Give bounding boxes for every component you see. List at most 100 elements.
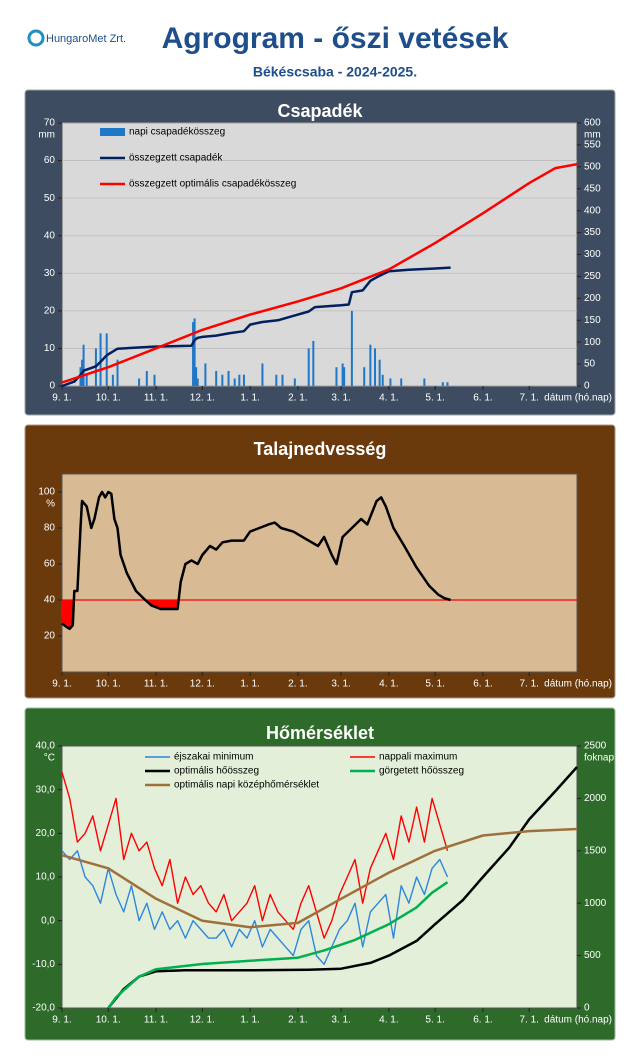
bar [423, 378, 426, 386]
line-series [61, 266, 451, 388]
x-tick-label: 1. 1. [240, 679, 259, 690]
bar [307, 348, 310, 386]
bar [378, 359, 381, 386]
y2-unit: foknap [584, 753, 614, 764]
y2-tick-label: 2000 [584, 793, 607, 804]
x-tick-label: 11. 1. [144, 679, 168, 690]
plot-area [61, 473, 578, 673]
logo-icon [27, 29, 45, 47]
y2-tick-label: 2500 [584, 741, 607, 752]
x-tick-label: 6. 1. [473, 1015, 492, 1026]
y-unit: mm [38, 130, 55, 141]
y-tick-label: 20 [44, 631, 56, 642]
x-axis-label: dátum (hó.nap) [544, 679, 612, 690]
x-tick-label: 10. 1. [96, 393, 121, 404]
x-tick-label: 7. 1. [519, 679, 538, 690]
x-tick-label: 2. 1. [288, 393, 307, 404]
panel-title: Talajnedvesség [254, 439, 387, 459]
bar [275, 374, 278, 386]
bar [233, 378, 236, 386]
legend-swatch [100, 128, 125, 136]
bar [389, 378, 392, 386]
y-tick-label: 50 [44, 193, 56, 204]
y-tick-label: 40 [44, 230, 56, 241]
y-tick-label: 60 [44, 559, 56, 570]
y-tick-label: 40 [44, 595, 56, 606]
y2-tick-label: 400 [584, 205, 601, 216]
bar [116, 359, 119, 386]
page-subtitle: Békéscsaba - 2024-2025. [253, 64, 417, 80]
bar [341, 363, 344, 386]
y-tick-label: 20 [44, 305, 56, 316]
x-tick-label: 6. 1. [473, 393, 492, 404]
y-unit: % [46, 499, 55, 510]
legend-label: nappali maximum [379, 752, 457, 763]
bar [196, 378, 199, 386]
x-tick-label: 2. 1. [288, 1015, 307, 1026]
legend-label: összegzett optimális csapadékösszeg [129, 179, 296, 190]
x-tick-label: 12. 1. [190, 393, 215, 404]
logo-text: HungaroMet Zrt. [46, 33, 126, 45]
x-tick-label: 9. 1. [52, 393, 71, 404]
bar [446, 382, 449, 386]
y-tick-label: 70 [44, 118, 56, 129]
legend-label: görgetett hőösszeg [379, 766, 464, 777]
x-tick-label: 1. 1. [240, 1015, 259, 1026]
x-tick-label: 5. 1. [425, 679, 444, 690]
y2-tick-label: 200 [584, 293, 601, 304]
panel-title: Csapadék [277, 101, 363, 121]
legend-label: optimális napi középhőmérséklet [174, 780, 319, 791]
bar [335, 367, 338, 386]
y2-tick-label: 1500 [584, 845, 607, 856]
x-tick-label: 9. 1. [52, 679, 71, 690]
line-series [61, 772, 449, 939]
x-tick-label: 11. 1. [144, 393, 168, 404]
y-tick-label: 20,0 [36, 828, 56, 839]
bar [153, 374, 156, 386]
legend-label: napi csapadékösszeg [129, 127, 225, 138]
bar [111, 374, 114, 386]
bar [227, 370, 230, 386]
x-tick-label: 12. 1. [190, 679, 215, 690]
y-tick-label: 30 [44, 268, 56, 279]
bar [374, 348, 377, 386]
x-tick-label: 10. 1. [96, 679, 121, 690]
line-series [61, 827, 578, 929]
x-tick-label: 5. 1. [425, 393, 444, 404]
bar [192, 322, 195, 386]
y2-tick-label: 150 [584, 315, 601, 326]
y2-unit: mm [584, 130, 601, 141]
y-tick-label: 10 [44, 343, 56, 354]
x-tick-label: 9. 1. [52, 1015, 71, 1026]
y2-tick-label: 100 [584, 337, 601, 348]
y2-tick-label: 350 [584, 227, 601, 238]
bar [350, 310, 353, 386]
bar [381, 374, 384, 386]
y-tick-label: 100 [38, 487, 55, 498]
x-tick-label: 1. 1. [240, 393, 259, 404]
bar [204, 363, 207, 386]
line-series [61, 490, 451, 631]
y2-tick-label: 550 [584, 140, 601, 151]
y-tick-label: 60 [44, 155, 56, 166]
line-series [107, 766, 578, 1009]
bar [261, 363, 264, 386]
bar [82, 344, 85, 386]
bar [195, 367, 198, 386]
x-tick-label: 3. 1. [331, 393, 350, 404]
y-tick-label: 10,0 [36, 872, 56, 883]
bar [145, 370, 148, 386]
line-series [61, 850, 449, 965]
bar [312, 340, 315, 386]
y2-tick-label: 250 [584, 271, 601, 282]
bar [369, 344, 372, 386]
bar [85, 374, 88, 386]
bar [242, 374, 245, 386]
y2-tick-label: 600 [584, 118, 601, 129]
bar [281, 374, 284, 386]
legend-label: éjszakai minimum [174, 752, 253, 763]
x-tick-label: 10. 1. [96, 1015, 121, 1026]
y2-tick-label: 500 [584, 161, 601, 172]
y-unit: °C [44, 753, 55, 764]
